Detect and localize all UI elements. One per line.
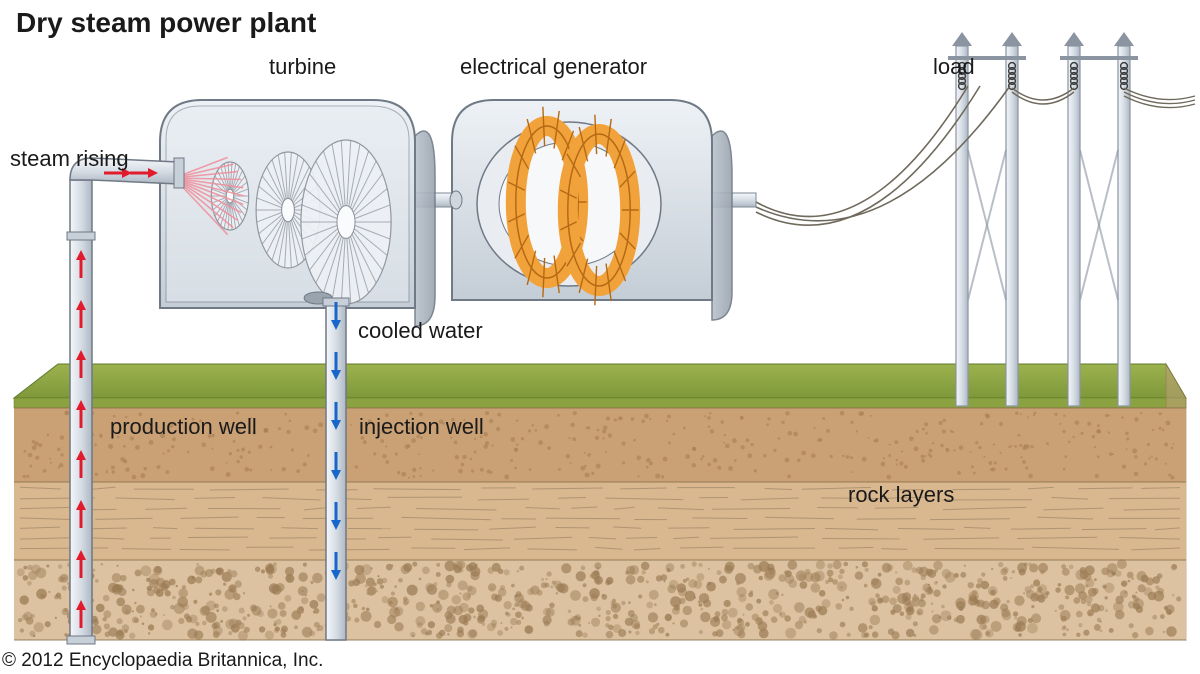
pylon-pole (1118, 46, 1130, 406)
label-injection-well: injection well (359, 414, 484, 439)
turbine (160, 100, 435, 326)
label-rock-layers: rock layers (848, 482, 954, 507)
pylon-pole (1006, 46, 1018, 406)
pylon-pole (1068, 46, 1080, 406)
injection-well (323, 298, 349, 640)
credit-line: © 2012 Encyclopaedia Britannica, Inc. (2, 650, 323, 671)
label-production-well: production well (110, 414, 257, 439)
label-cooled-water: cooled water (358, 318, 483, 343)
electrical-generator (450, 100, 732, 320)
label-electrical-generator: electrical generator (460, 54, 647, 79)
label-turbine: turbine (269, 54, 336, 79)
pylon-pole (956, 46, 968, 406)
diagram-title: Dry steam power plant (16, 7, 316, 38)
label-load: load (933, 54, 975, 79)
label-steam-rising: steam rising (10, 146, 129, 171)
transmission-pylons (948, 32, 1138, 406)
